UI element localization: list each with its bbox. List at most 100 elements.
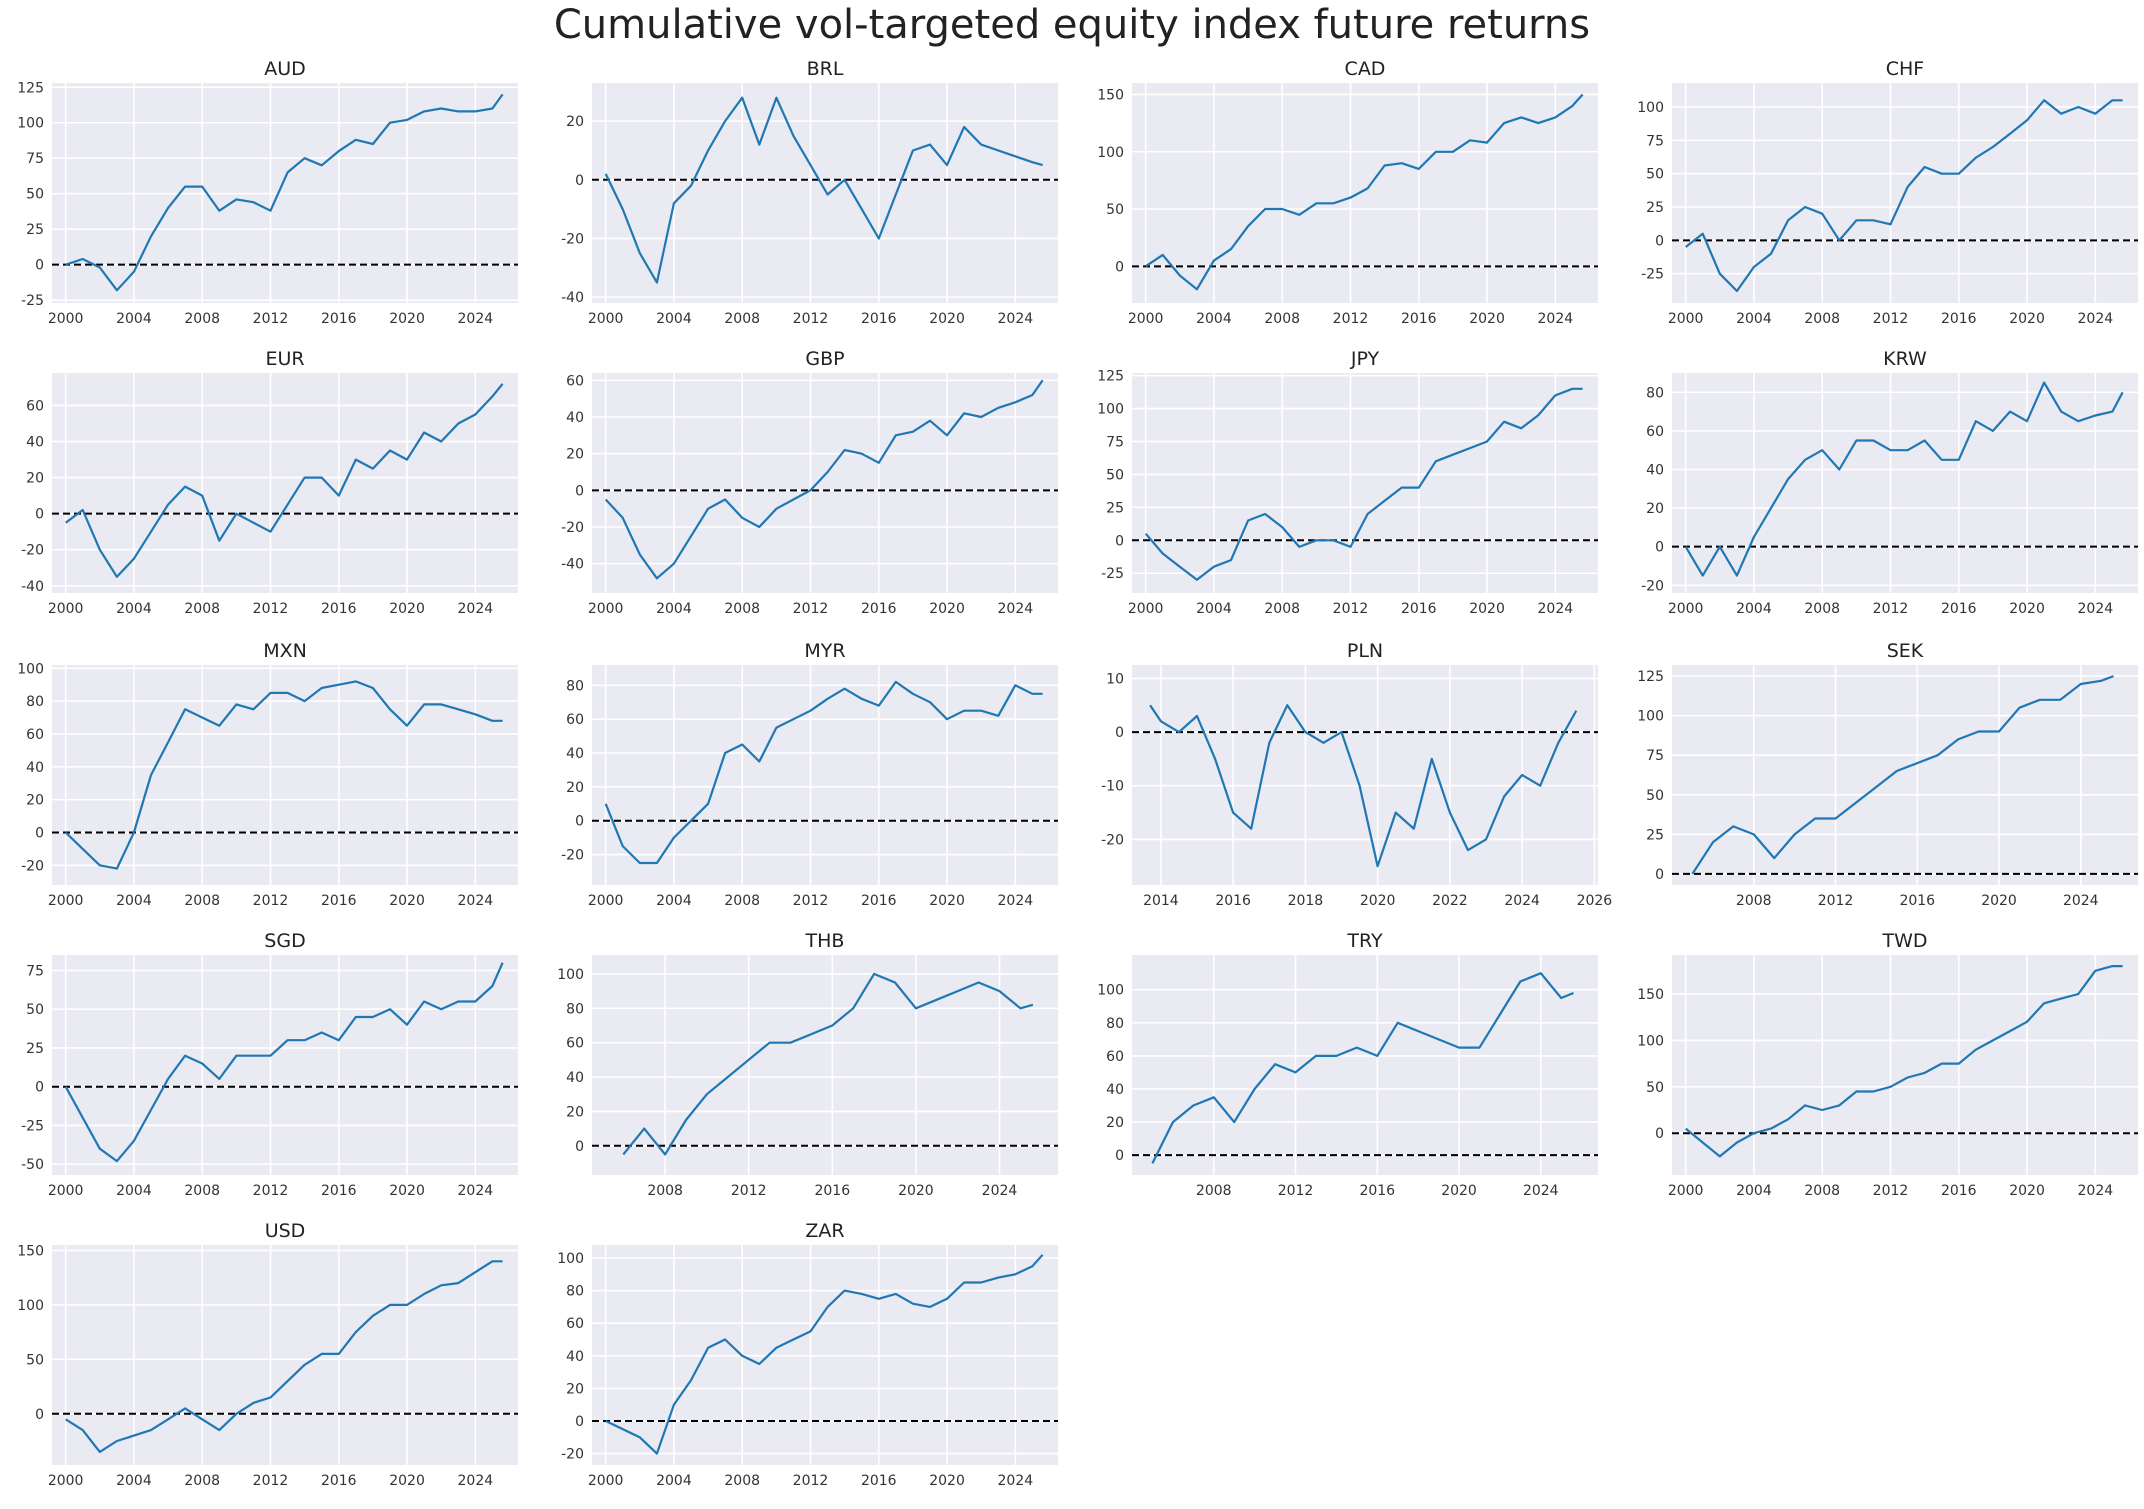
panel-zar: 2000 2004 2008 2012 2016 2020 2024 -20 0 20 40 60 80… (557, 1220, 1058, 1489)
x-tick-label: 2008 (724, 1473, 760, 1489)
y-tick-label: 60 (566, 373, 584, 389)
x-tick-label: 2012 (1873, 311, 1909, 327)
y-tick-label: -25 (1641, 267, 1664, 283)
y-tick-label: 0 (1115, 533, 1124, 549)
y-tick-label: 100 (1637, 1033, 1664, 1049)
panel-sgd: 2000 2004 2008 2012 2016 2020 2024 -50 -25 0 25 50 7… (21, 930, 518, 1199)
panel-cad: 2000 2004 2008 2012 2016 2020 2024 0 50 100 150 CAD (1097, 58, 1598, 327)
y-tick-label: 0 (1655, 233, 1664, 249)
y-tick-label: -25 (1101, 566, 1124, 582)
y-tick-label: 20 (1106, 1115, 1124, 1131)
x-tick-label: 2000 (588, 601, 624, 617)
figure-title: Cumulative vol-targeted equity index fut… (553, 2, 1591, 48)
panel-title-sek: SEK (1887, 640, 1924, 662)
y-tick-label: 0 (35, 1407, 44, 1423)
y-tick-label: 50 (26, 187, 44, 203)
panel-title-chf: CHF (1886, 58, 1924, 80)
x-tick-label: 2020 (389, 1183, 425, 1199)
series-line-cad (1145, 93, 1584, 291)
x-tick-label: 2016 (321, 601, 357, 617)
y-tick-label: 0 (575, 483, 584, 499)
x-tick-label: 2012 (1333, 601, 1369, 617)
panel-aud: 2000 2004 2008 2012 2016 2020 2024 -25 0 25 50 75 10… (17, 58, 518, 327)
x-tick-label: 2008 (647, 1183, 683, 1199)
plot-area-thb (592, 955, 1058, 1175)
plot-area-gbp (592, 373, 1058, 593)
y-tick-label: 100 (1637, 709, 1664, 725)
y-tick-label: -25 (21, 1118, 44, 1134)
y-tick-label: 20 (566, 1381, 584, 1397)
y-tick-label: 0 (575, 173, 584, 189)
y-tick-label: 40 (1646, 462, 1664, 478)
series-line-try (1151, 972, 1574, 1164)
x-tick-label: 2012 (793, 1473, 829, 1489)
y-tick-label: 100 (1097, 145, 1124, 161)
y-tick-label: 0 (1655, 540, 1664, 556)
x-tick-label: 2024 (2063, 893, 2099, 909)
panel-krw: 2000 2004 2008 2012 2016 2020 2024 -20 0 20 40 60 80… (1641, 348, 2138, 617)
y-tick-label: -25 (21, 293, 44, 309)
x-tick-label: 2024 (458, 311, 494, 327)
series-line-twd (1685, 964, 2123, 1158)
x-tick-label: 2020 (2009, 311, 2045, 327)
x-tick-label: 2000 (1668, 601, 1704, 617)
plot-area-krw (1672, 373, 2138, 593)
y-tick-label: -20 (21, 858, 44, 874)
x-tick-label: 2004 (116, 893, 152, 909)
panel-title-myr: MYR (804, 640, 845, 662)
y-tick-label: 60 (26, 398, 44, 414)
series-line-thb (622, 972, 1034, 1156)
x-tick-label: 2008 (724, 601, 760, 617)
panel-title-cad: CAD (1345, 58, 1386, 80)
x-tick-label: 2024 (998, 601, 1034, 617)
x-tick-label: 2012 (793, 893, 829, 909)
x-tick-label: 2008 (1736, 893, 1772, 909)
y-tick-label: 20 (566, 114, 584, 130)
y-tick-label: 25 (26, 222, 44, 238)
panel-jpy: 2000 2004 2008 2012 2016 2020 2024 -25 0 25 50 75 10… (1097, 348, 1598, 617)
y-tick-label: -20 (1641, 578, 1664, 594)
y-tick-label: 50 (26, 1352, 44, 1368)
y-tick-label: 25 (1646, 200, 1664, 216)
x-tick-label: 2016 (1941, 1183, 1977, 1199)
x-tick-label: 2024 (1504, 893, 1540, 909)
x-tick-label: 2016 (1941, 601, 1977, 617)
x-tick-label: 2024 (458, 1473, 494, 1489)
x-tick-label: 2016 (1401, 311, 1437, 327)
x-tick-label: 2008 (724, 311, 760, 327)
y-tick-label: 60 (566, 1036, 584, 1052)
x-tick-label: 2026 (1577, 893, 1613, 909)
y-tick-label: 20 (1646, 501, 1664, 517)
y-tick-label: 20 (566, 780, 584, 796)
x-tick-label: 2020 (2009, 1183, 2045, 1199)
y-tick-label: 80 (566, 678, 584, 694)
x-tick-label: 2000 (48, 601, 84, 617)
y-tick-label: 125 (1637, 669, 1664, 685)
y-tick-label: 40 (566, 1070, 584, 1086)
x-tick-label: 2012 (1278, 1183, 1314, 1199)
x-tick-label: 2020 (929, 311, 965, 327)
panel-chf: 2000 2004 2008 2012 2016 2020 2024 -25 0 25 50 75 10… (1637, 58, 2138, 327)
y-tick-label: 0 (1655, 1126, 1664, 1142)
y-tick-label: 125 (1097, 369, 1124, 385)
x-tick-label: 2000 (1128, 311, 1164, 327)
plot-area-myr (592, 665, 1058, 885)
panel-title-jpy: JPY (1350, 348, 1380, 370)
x-tick-label: 2012 (1333, 311, 1369, 327)
x-tick-label: 2024 (982, 1183, 1018, 1199)
y-tick-label: 80 (1106, 1016, 1124, 1032)
x-tick-label: 2004 (1196, 311, 1232, 327)
panel-title-twd: TWD (1881, 930, 1927, 952)
x-tick-label: 2004 (1736, 1183, 1772, 1199)
series-line-aud (65, 93, 504, 292)
x-tick-label: 2020 (929, 893, 965, 909)
plot-area-zar (592, 1245, 1058, 1465)
y-tick-label: 20 (566, 1104, 584, 1120)
panel-title-usd: USD (265, 1220, 306, 1242)
x-tick-label: 2008 (724, 893, 760, 909)
x-tick-label: 2004 (656, 311, 692, 327)
panel-brl: 2000 2004 2008 2012 2016 2020 2024 -40 -20 0 20 BRL (561, 58, 1058, 327)
y-tick-label: -20 (1101, 832, 1124, 848)
x-tick-label: 2024 (1538, 601, 1574, 617)
y-tick-label: 60 (566, 712, 584, 728)
